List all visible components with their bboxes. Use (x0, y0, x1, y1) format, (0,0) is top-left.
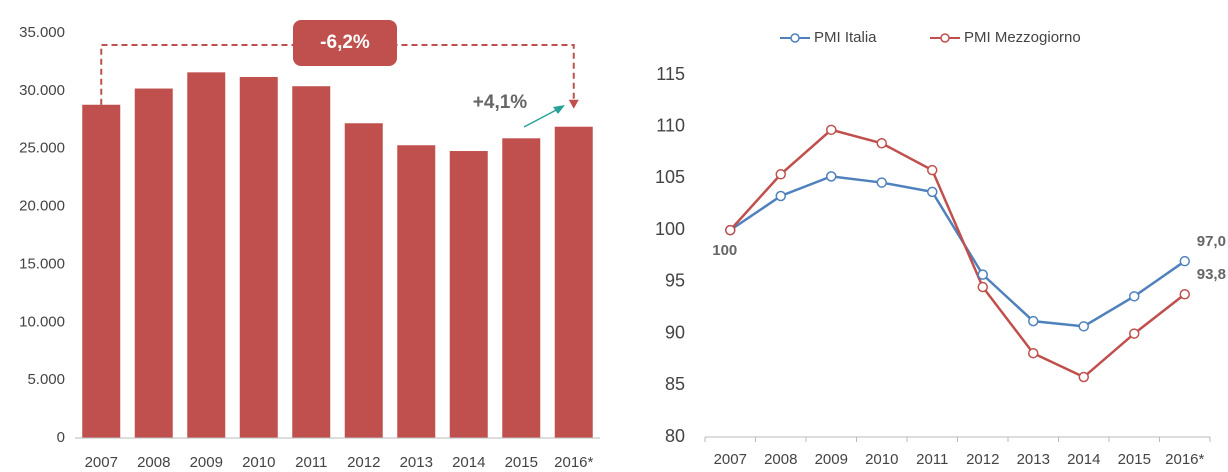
series-marker (1028, 347, 1039, 359)
y-tick-label: 30.000 (19, 82, 65, 99)
y-tick-label: 100 (655, 219, 685, 239)
series-marker (977, 269, 988, 280)
x-tick-label: 2011 (295, 454, 327, 471)
annotation-arrow (523, 107, 561, 128)
x-tick-label: 2012 (347, 454, 380, 471)
y-tick-label: 115 (656, 64, 685, 84)
y-tick-label: 35.000 (19, 24, 65, 41)
series-marker (1028, 315, 1039, 327)
y-tick-label: 15.000 (19, 255, 65, 272)
series-marker (977, 281, 988, 293)
annotation-arrowhead (553, 105, 565, 114)
data-label: 100 (712, 242, 737, 259)
y-tick-label: 80 (665, 426, 685, 446)
series-marker (1078, 321, 1089, 332)
x-tick-label: 2013 (400, 454, 433, 471)
data-label: 93,8 (1197, 266, 1226, 283)
series-marker (1179, 255, 1190, 267)
annotation: +4,1% (473, 92, 528, 113)
bar (82, 104, 121, 438)
series-marker (826, 124, 837, 136)
series-marker (1078, 371, 1089, 383)
bar (344, 123, 383, 438)
y-tick-label: 25.000 (19, 140, 65, 157)
legend-label: PMI Italia (814, 29, 877, 46)
bar (397, 145, 436, 438)
x-tick-label: 2009 (190, 454, 223, 471)
x-tick-label: 2015 (1118, 451, 1151, 468)
x-tick-label: 2007 (714, 451, 747, 468)
x-tick-label: 2008 (137, 454, 170, 471)
legend-marker (940, 33, 950, 43)
series-marker (927, 186, 938, 198)
x-tick-label: 2011 (916, 451, 948, 468)
bar (292, 86, 331, 438)
y-tick-label: 110 (656, 115, 685, 135)
series-marker (725, 224, 736, 236)
bar (449, 151, 488, 438)
annotation-box (293, 20, 397, 66)
x-tick-label: 2010 (865, 451, 898, 468)
bracket-arrow (568, 99, 579, 109)
bar (187, 72, 226, 438)
y-tick-label: 95 (665, 271, 685, 291)
series-marker (876, 177, 887, 188)
x-tick-label: 2007 (85, 454, 118, 471)
x-tick-label: 2009 (815, 451, 848, 468)
x-tick-label: 2010 (242, 454, 275, 471)
x-tick-label: 2016* (1165, 451, 1204, 468)
series-marker (775, 190, 786, 202)
series-marker (927, 164, 938, 176)
series-marker (876, 138, 887, 149)
series-marker (1129, 328, 1140, 339)
series-marker (775, 169, 786, 180)
x-tick-label: 2016* (554, 454, 593, 471)
y-tick-label: 5.000 (27, 371, 65, 388)
y-tick-label: 0 (57, 429, 65, 446)
bar (134, 88, 173, 439)
series-marker (1129, 291, 1140, 302)
y-tick-label: 90 (665, 322, 685, 342)
bar (239, 76, 278, 438)
y-tick-label: 85 (665, 374, 685, 394)
bar (502, 138, 541, 439)
legend-label: PMI Mezzogiorno (964, 29, 1081, 46)
series-line (729, 128, 1186, 379)
x-tick-label: 2014 (452, 454, 485, 471)
legend-marker (790, 33, 800, 43)
x-tick-label: 2015 (505, 454, 538, 471)
annotation: -6,2% (320, 32, 370, 53)
y-tick-label: 10.000 (19, 313, 65, 330)
x-tick-label: 2012 (966, 451, 999, 468)
series-marker (826, 171, 837, 182)
series-line (729, 175, 1186, 328)
x-tick-label: 2013 (1017, 451, 1050, 468)
y-tick-label: 105 (655, 167, 685, 187)
y-tick-label: 20.000 (19, 198, 65, 215)
data-label: 97,0 (1197, 233, 1226, 250)
bar (554, 126, 593, 438)
x-tick-label: 2008 (764, 451, 797, 468)
series-marker (1179, 289, 1190, 300)
x-tick-label: 2014 (1067, 451, 1100, 468)
